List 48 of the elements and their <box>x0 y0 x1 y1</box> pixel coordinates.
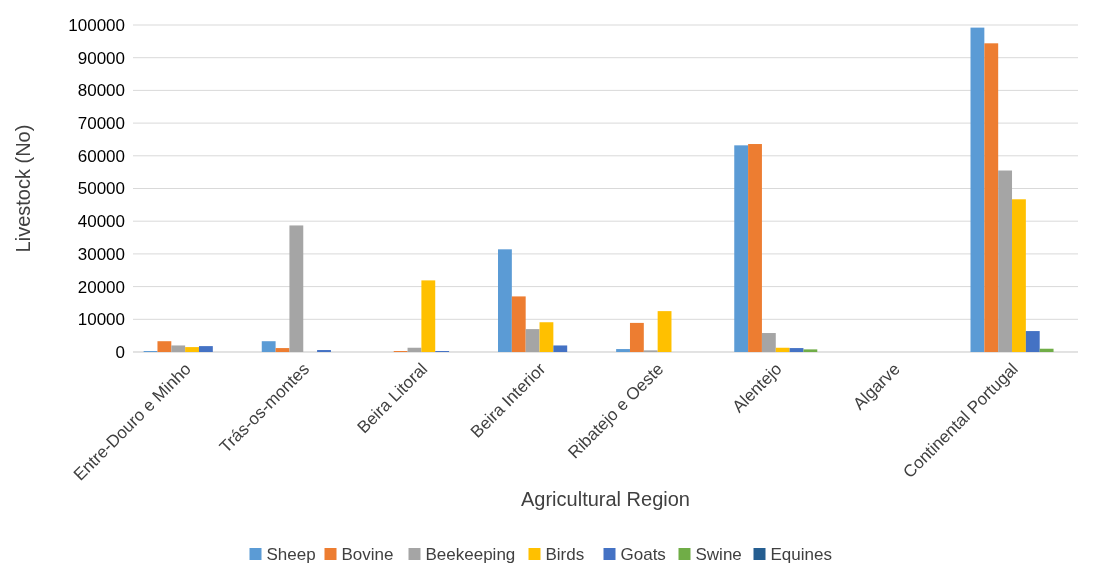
bar <box>970 27 985 352</box>
bar <box>185 347 199 352</box>
bar <box>734 145 749 352</box>
y-tick-label: 80000 <box>77 81 125 101</box>
y-tick-label: 10000 <box>77 310 125 330</box>
y-tick-label: 70000 <box>77 114 125 134</box>
legend-label: Bovine <box>341 545 394 564</box>
y-tick-label: 60000 <box>77 146 125 166</box>
bar <box>525 329 540 352</box>
bar <box>1012 199 1026 352</box>
y-tick-label: 30000 <box>77 244 125 264</box>
bar <box>748 144 762 352</box>
y-tick-label: 100000 <box>68 15 125 35</box>
bar <box>539 322 554 352</box>
bar <box>261 341 276 352</box>
bar <box>775 347 790 352</box>
bar <box>198 346 213 352</box>
bar <box>157 341 172 352</box>
bar <box>171 345 186 352</box>
x-axis-title: Agricultural Region <box>521 488 690 510</box>
y-axis-title: Livestock (No) <box>12 124 34 253</box>
bar <box>511 296 526 352</box>
bar <box>275 348 290 352</box>
bar <box>289 225 304 352</box>
bar <box>1039 348 1054 352</box>
legend-label: Beekeeping <box>425 545 516 564</box>
bar <box>761 333 776 352</box>
y-tick-label: 50000 <box>77 179 125 199</box>
y-tick-label: 40000 <box>77 212 125 232</box>
bar <box>803 349 818 352</box>
y-tick-label: 90000 <box>77 48 125 68</box>
legend-label: Sheep <box>266 545 316 564</box>
y-tick-label: 20000 <box>77 277 125 297</box>
bar <box>421 280 436 352</box>
bar <box>657 311 672 352</box>
bar <box>629 322 644 352</box>
legend-label: Swine <box>695 545 742 564</box>
bar <box>616 349 630 352</box>
legend-label: Goats <box>620 545 666 564</box>
bar <box>789 348 804 352</box>
legend-label: Birds <box>545 545 585 564</box>
bar <box>998 170 1013 352</box>
legend-label: Equines <box>770 545 832 564</box>
bar <box>984 43 999 352</box>
bar <box>553 345 568 352</box>
bar <box>1025 331 1040 352</box>
y-tick-label: 0 <box>115 342 125 362</box>
bar <box>498 249 512 352</box>
